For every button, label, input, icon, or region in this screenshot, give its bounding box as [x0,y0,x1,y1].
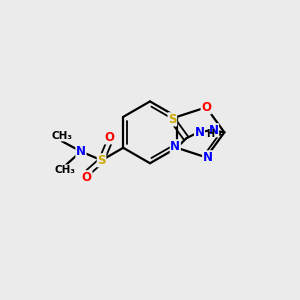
Text: CH₃: CH₃ [51,131,72,141]
Text: N: N [76,145,86,158]
Text: N: N [208,124,219,137]
Text: O: O [104,131,115,144]
Text: O: O [82,171,92,184]
Text: S: S [97,154,106,167]
Text: N: N [170,140,180,153]
Text: N: N [194,126,205,139]
Text: N: N [203,151,213,164]
Text: CH₃: CH₃ [54,165,75,175]
Text: S: S [168,113,177,126]
Text: O: O [201,101,211,114]
Text: H: H [206,129,214,139]
